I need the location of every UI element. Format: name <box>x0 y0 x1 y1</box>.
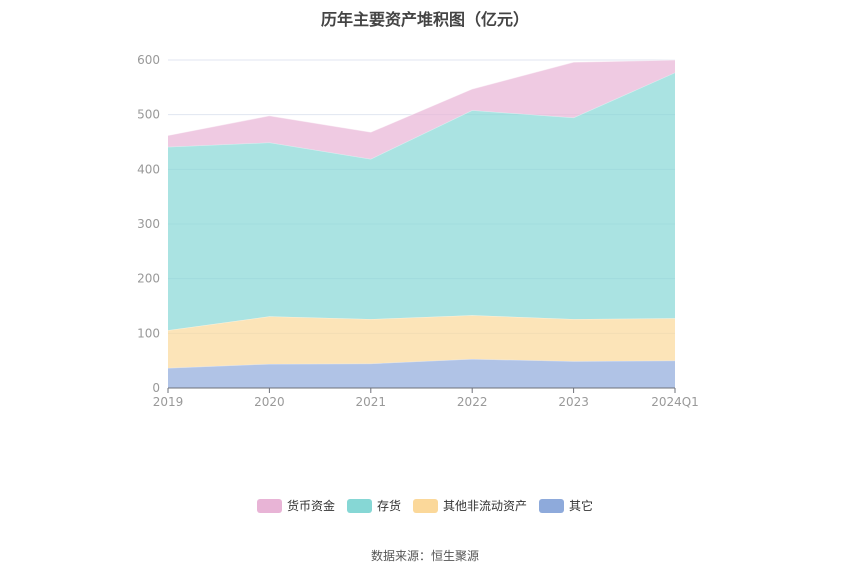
legend-label: 存货 <box>376 499 401 513</box>
y-tick-label: 200 <box>137 272 160 286</box>
x-tick-label: 2020 <box>254 395 285 409</box>
area-series-0 <box>168 359 675 388</box>
y-tick-label: 300 <box>137 217 160 231</box>
legend-label: 其它 <box>569 499 594 513</box>
area-series-2 <box>168 72 675 331</box>
chart-title: 历年主要资产堆积图（亿元） <box>320 10 529 29</box>
x-tick-label: 2019 <box>153 395 184 409</box>
source-note: 数据来源：恒生聚源 <box>370 549 479 563</box>
legend-item[interactable]: 存货 <box>346 497 401 514</box>
x-tick-label: 2022 <box>457 395 488 409</box>
legend-item[interactable]: 其他非流动资产 <box>413 497 527 514</box>
legend-item[interactable]: 货币资金 <box>256 497 335 514</box>
legend-label: 其他非流动资产 <box>443 499 528 513</box>
legend-label: 货币资金 <box>286 499 335 513</box>
area-series-3 <box>168 60 675 159</box>
y-tick-label: 400 <box>137 162 160 176</box>
x-tick-label: 2023 <box>558 395 589 409</box>
y-tick-label: 100 <box>137 326 160 340</box>
y-tick-label: 600 <box>137 53 160 67</box>
legend-swatch <box>413 498 438 513</box>
legend-item[interactable]: 其它 <box>539 497 593 514</box>
area-series-1 <box>168 315 675 368</box>
y-tick-label: 0 <box>152 381 160 395</box>
y-tick-label: 500 <box>137 108 160 122</box>
x-tick-label: 2024Q1 <box>651 395 699 409</box>
legend-swatch <box>539 498 565 513</box>
legend-swatch <box>346 498 372 513</box>
x-tick-label: 2021 <box>356 395 387 409</box>
stacked-area-chart: 0 100 200 300 400 500 600 2019 2020 2021 2022 2023 2… <box>137 53 699 409</box>
area-line-3 <box>167 59 676 136</box>
legend-swatch <box>256 498 282 513</box>
legend: 货币资金 存货 其他非流动资产 其它 <box>0 497 850 514</box>
